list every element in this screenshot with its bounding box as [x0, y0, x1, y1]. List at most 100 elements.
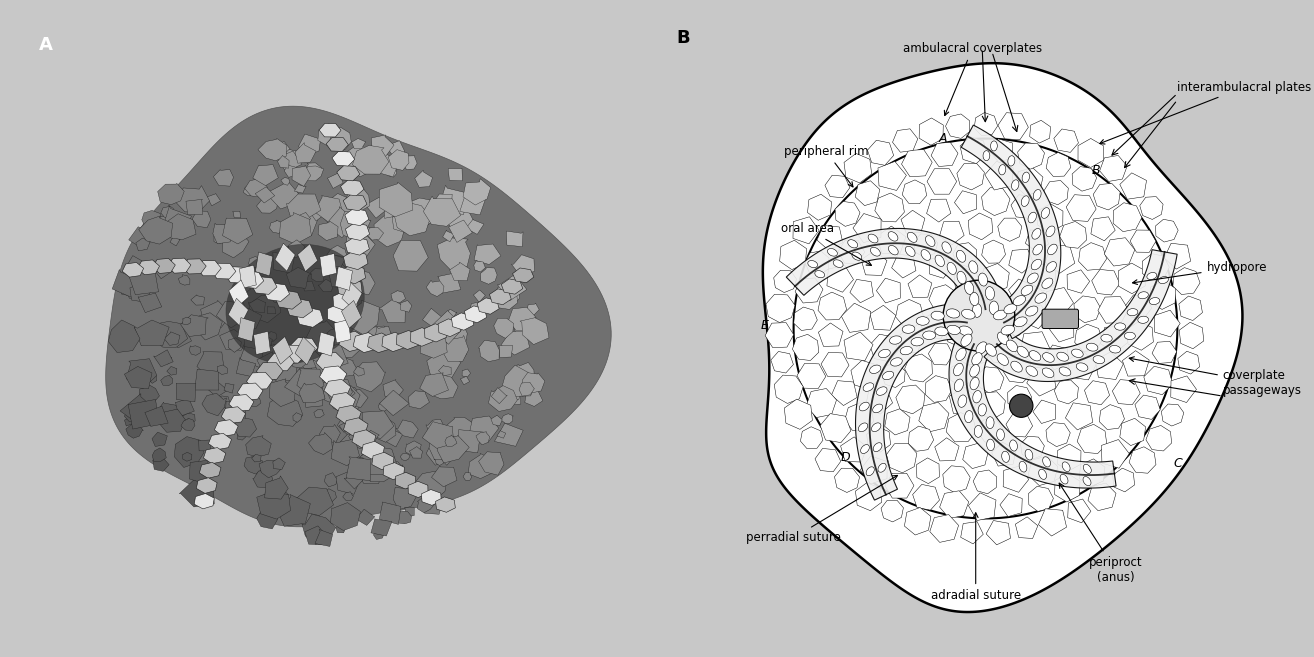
- Polygon shape: [382, 380, 403, 399]
- Polygon shape: [233, 212, 240, 218]
- Polygon shape: [855, 181, 880, 206]
- Polygon shape: [1003, 466, 1029, 492]
- Polygon shape: [1030, 120, 1051, 143]
- Polygon shape: [223, 383, 234, 393]
- Polygon shape: [296, 345, 322, 369]
- Polygon shape: [866, 388, 892, 414]
- Polygon shape: [426, 281, 444, 296]
- Ellipse shape: [954, 363, 963, 376]
- Polygon shape: [382, 428, 403, 447]
- Ellipse shape: [870, 365, 880, 373]
- Polygon shape: [827, 265, 854, 292]
- Polygon shape: [385, 141, 405, 156]
- Ellipse shape: [987, 439, 995, 451]
- Ellipse shape: [968, 261, 978, 273]
- Ellipse shape: [964, 281, 974, 294]
- Polygon shape: [984, 250, 1177, 382]
- Polygon shape: [1029, 486, 1054, 511]
- Polygon shape: [296, 337, 315, 365]
- Ellipse shape: [891, 358, 903, 366]
- Polygon shape: [353, 332, 380, 353]
- Polygon shape: [903, 180, 926, 204]
- Polygon shape: [126, 359, 156, 388]
- Polygon shape: [145, 406, 168, 426]
- Polygon shape: [326, 137, 348, 151]
- Polygon shape: [494, 282, 519, 307]
- Polygon shape: [359, 459, 384, 484]
- Ellipse shape: [1114, 323, 1126, 330]
- Polygon shape: [774, 375, 803, 403]
- Polygon shape: [844, 332, 872, 361]
- Ellipse shape: [1008, 156, 1014, 166]
- Polygon shape: [175, 398, 194, 417]
- Polygon shape: [878, 162, 907, 191]
- Polygon shape: [396, 472, 415, 489]
- Polygon shape: [1038, 204, 1063, 233]
- Ellipse shape: [1010, 361, 1022, 372]
- Ellipse shape: [946, 309, 959, 318]
- Polygon shape: [1122, 351, 1150, 376]
- Ellipse shape: [1012, 180, 1018, 191]
- Polygon shape: [336, 524, 346, 533]
- Polygon shape: [244, 179, 268, 198]
- Polygon shape: [1046, 422, 1070, 447]
- Polygon shape: [276, 141, 290, 157]
- Polygon shape: [248, 299, 265, 313]
- Polygon shape: [318, 279, 334, 292]
- Polygon shape: [1177, 351, 1200, 374]
- Polygon shape: [269, 220, 284, 233]
- Polygon shape: [884, 409, 911, 435]
- Polygon shape: [202, 394, 226, 416]
- Polygon shape: [289, 351, 307, 368]
- Polygon shape: [930, 514, 959, 543]
- Polygon shape: [908, 426, 934, 451]
- Polygon shape: [495, 287, 518, 309]
- Ellipse shape: [964, 411, 972, 422]
- Polygon shape: [298, 383, 325, 403]
- Polygon shape: [273, 458, 285, 469]
- Polygon shape: [918, 118, 943, 145]
- Ellipse shape: [815, 271, 825, 278]
- Polygon shape: [309, 432, 332, 455]
- Polygon shape: [1099, 296, 1129, 323]
- Polygon shape: [284, 150, 298, 163]
- Polygon shape: [229, 280, 248, 307]
- Polygon shape: [1088, 483, 1116, 510]
- Polygon shape: [444, 344, 466, 363]
- Polygon shape: [326, 378, 352, 403]
- Text: A: A: [38, 35, 53, 53]
- Polygon shape: [343, 418, 368, 436]
- Polygon shape: [393, 240, 428, 271]
- Polygon shape: [167, 367, 177, 375]
- Circle shape: [943, 281, 1014, 351]
- Polygon shape: [269, 287, 289, 305]
- Polygon shape: [940, 491, 968, 518]
- Ellipse shape: [1101, 334, 1112, 342]
- Polygon shape: [361, 442, 385, 459]
- Polygon shape: [384, 195, 407, 218]
- Polygon shape: [256, 351, 281, 375]
- Polygon shape: [340, 265, 365, 284]
- Polygon shape: [1101, 440, 1129, 468]
- Polygon shape: [326, 207, 357, 238]
- Polygon shape: [338, 278, 363, 298]
- Polygon shape: [519, 382, 535, 396]
- Polygon shape: [439, 185, 469, 215]
- Ellipse shape: [1159, 277, 1168, 284]
- Polygon shape: [875, 193, 904, 222]
- Polygon shape: [929, 255, 951, 279]
- Polygon shape: [160, 375, 172, 386]
- Polygon shape: [1113, 203, 1142, 232]
- Polygon shape: [327, 173, 343, 189]
- Polygon shape: [1066, 403, 1093, 430]
- Polygon shape: [322, 350, 334, 363]
- Polygon shape: [318, 332, 335, 356]
- Polygon shape: [961, 522, 983, 544]
- Polygon shape: [264, 476, 288, 499]
- Ellipse shape: [871, 423, 880, 432]
- Ellipse shape: [958, 395, 967, 407]
- Polygon shape: [196, 478, 217, 493]
- Polygon shape: [489, 386, 518, 411]
- Polygon shape: [151, 261, 173, 279]
- Polygon shape: [1026, 367, 1056, 396]
